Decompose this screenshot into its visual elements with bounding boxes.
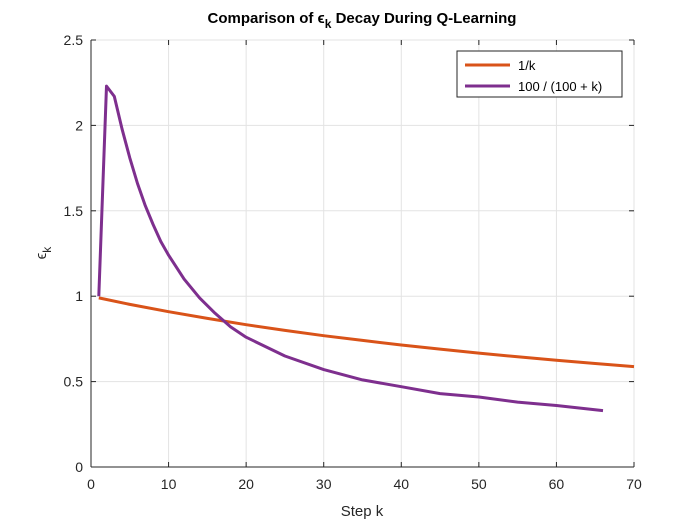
series-line-inverse-k [98,296,635,369]
chart-title-suffix: Decay During Q-Learning [331,10,516,27]
y-tick-label: 0 [75,459,83,475]
x-tick-label: 60 [549,476,565,492]
chart-title-subscript: k [325,17,332,31]
series-lines [97,84,635,413]
x-tick-label: 70 [626,476,642,492]
y-tick-label: 1 [75,288,83,304]
legend-label-inverse-k: 1/k [518,58,536,73]
series-line-ratio [97,84,604,413]
tick-labels: 0 10 20 30 40 50 60 70 0 0.5 1 1.5 2 2.5 [64,32,642,492]
y-tick-label: 0.5 [64,374,84,390]
legend-box [456,50,623,98]
x-tick-label: 0 [87,476,95,492]
y-tick-label: 2 [75,117,83,133]
legend-label-ratio: 100 / (100 + k) [518,79,602,94]
y-axis-label: ϵk [33,246,54,260]
x-tick-label: 20 [238,476,254,492]
x-tick-label: 10 [161,476,177,492]
plot-area [91,40,634,467]
y-tick-label: 2.5 [64,32,84,48]
y-axis-label-subscript: k [40,246,54,253]
x-axis-label: Step k [341,503,384,520]
legend: 1/k 100 / (100 + k) [456,50,623,98]
chart-title-symbol: ϵ [318,10,325,27]
chart-title-prefix: Comparison of [208,10,318,27]
axes [90,39,635,468]
y-axis-label-symbol: ϵ [33,252,50,259]
x-tick-label: 30 [316,476,332,492]
chart-title: Comparison of ϵk Decay During Q-Learning [208,10,517,31]
y-tick-label: 1.5 [64,203,84,219]
x-tick-label: 50 [471,476,487,492]
x-tick-label: 40 [393,476,409,492]
